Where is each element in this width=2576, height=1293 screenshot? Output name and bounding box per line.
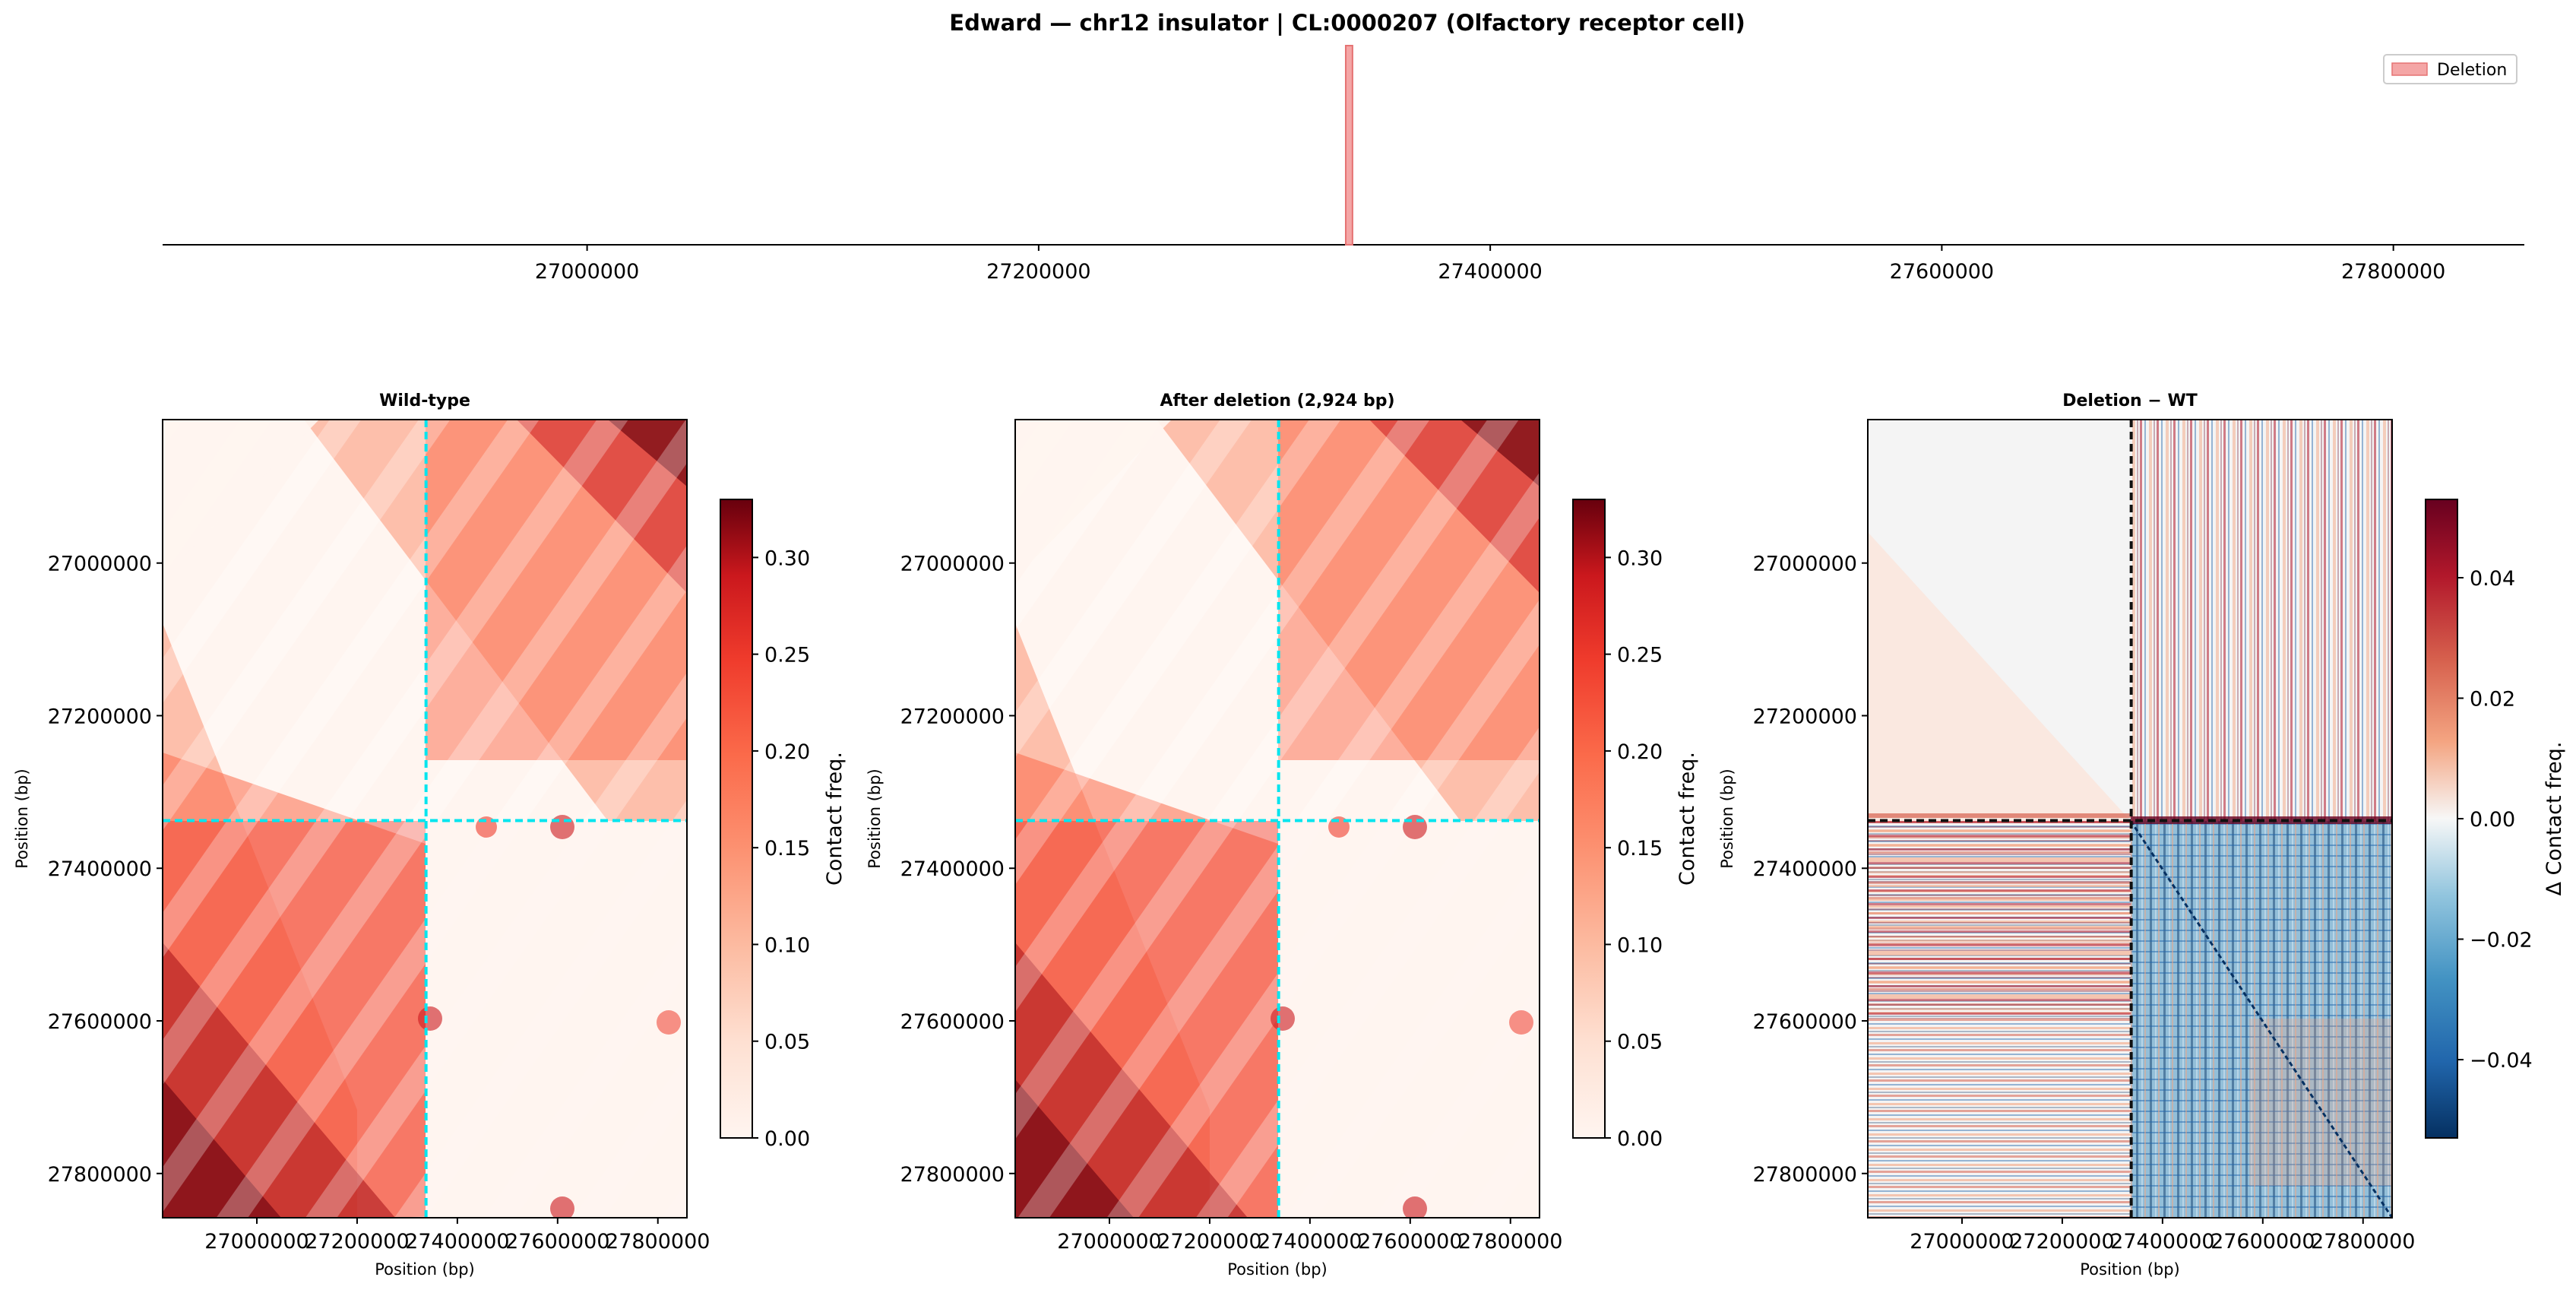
x-tick-label: 27400000 <box>2110 1230 2214 1253</box>
colorbar-tick-label: 0.10 <box>764 933 810 957</box>
x-axis-label: Position (bp) <box>375 1260 475 1279</box>
colorbar-tick-label: 0.20 <box>1617 740 1663 764</box>
colorbar-ticks: 0.00 0.05 0.10 0.15 0.20 0.25 0.30 <box>1605 547 1663 1151</box>
y-tick-label: 27600000 <box>900 1010 1005 1034</box>
figure-title: Edward — chr12 insulator | CL:0000207 (O… <box>949 10 1745 36</box>
track-x-ticks: 27000000 27200000 27400000 27600000 27800000 <box>535 245 2445 284</box>
x-tick-label: 27800000 <box>2311 1230 2415 1253</box>
track-x-tick-label: 27600000 <box>1890 260 1994 284</box>
x-tick-label: 27800000 <box>1458 1230 1562 1253</box>
colorbar-tick-label: 0.00 <box>2470 808 2515 832</box>
colorbar-tick-label: 0.05 <box>1617 1031 1663 1054</box>
track-x-tick-label: 27000000 <box>535 260 639 284</box>
heatmap-panel-difference: Deletion − WT 27000000270000002720000027… <box>1718 391 2566 1279</box>
colorbar-tick-label: 0.04 <box>2470 567 2515 591</box>
colorbar-label: Δ Contact freq. <box>2543 741 2566 895</box>
track-x-tick-label: 27400000 <box>1438 260 1542 284</box>
y-tick-label: 27400000 <box>48 857 152 881</box>
colorbar-tick-label: 0.00 <box>1617 1127 1663 1151</box>
y-tick-label: 27800000 <box>1753 1163 1857 1187</box>
colorbar <box>720 499 753 1139</box>
x-tick-label: 27000000 <box>204 1230 309 1253</box>
colorbar <box>2425 499 2458 1139</box>
heatmap-image <box>1868 420 2392 1218</box>
heatmap-axis-ticks: 2700000027000000272000002720000027400000… <box>48 553 710 1253</box>
y-tick-label: 27000000 <box>1753 553 1857 576</box>
legend-frame <box>2383 54 2517 84</box>
colorbar-ticks: 0.00 0.05 0.10 0.15 0.20 0.25 0.30 <box>752 547 810 1151</box>
heatmap-frame <box>1014 419 1540 1219</box>
x-tick-label: 27200000 <box>1157 1230 1261 1253</box>
x-tick-label: 27800000 <box>606 1230 710 1253</box>
heatmap-axis-ticks: 2700000027000000272000002720000027400000… <box>900 553 1563 1253</box>
panel-title: Wild-type <box>379 391 470 410</box>
colorbar-tick-label: 0.25 <box>1617 644 1663 667</box>
heatmap-frame <box>1867 419 2393 1219</box>
panel-title: Deletion − WT <box>2062 391 2198 410</box>
deletion-bar <box>1344 45 1353 246</box>
x-axis-label: Position (bp) <box>2080 1260 2180 1279</box>
y-tick-label: 27600000 <box>48 1010 152 1034</box>
x-tick-label: 27200000 <box>305 1230 409 1253</box>
x-axis-label: Position (bp) <box>1227 1260 1328 1279</box>
y-tick-label: 27000000 <box>48 553 152 576</box>
x-tick-label: 27000000 <box>1910 1230 2014 1253</box>
y-tick-label: 27400000 <box>900 857 1005 881</box>
y-axis-label: Position (bp) <box>1718 769 1736 869</box>
track-panel: 27000000 27200000 27400000 27600000 27800000… <box>163 45 2524 284</box>
x-tick-label: 27600000 <box>2210 1230 2315 1253</box>
colorbar-label: Contact freq. <box>823 752 847 886</box>
colorbar-tick-label: 0.30 <box>1617 547 1663 570</box>
colorbar-tick-label: 0.02 <box>2470 688 2515 711</box>
heatmap-image <box>1015 420 1540 1218</box>
y-tick-label: 27400000 <box>1753 857 1857 881</box>
legend-label: Deletion <box>2437 61 2507 80</box>
legend-swatch <box>2391 62 2428 76</box>
panel-title: After deletion (2,924 bp) <box>1160 391 1394 410</box>
y-tick-label: 27200000 <box>900 705 1005 728</box>
y-tick-label: 27800000 <box>48 1163 152 1187</box>
colorbar-ticks: −0.04 −0.02 0.00 0.02 0.04 <box>2457 567 2533 1073</box>
y-tick-label: 27200000 <box>1753 705 1857 728</box>
colorbar-tick-label: 0.25 <box>764 644 810 667</box>
y-tick-label: 27800000 <box>900 1163 1005 1187</box>
x-tick-label: 27200000 <box>2010 1230 2114 1253</box>
colorbar-tick-label: 0.30 <box>764 547 810 570</box>
x-tick-label: 27400000 <box>405 1230 509 1253</box>
heatmap-axis-ticks: 2700000027000000272000002720000027400000… <box>1753 553 2416 1253</box>
track-x-tick-label: 27200000 <box>986 260 1090 284</box>
y-axis-label: Position (bp) <box>13 769 31 869</box>
colorbar-tick-label: 0.15 <box>1617 837 1663 860</box>
y-axis-label: Position (bp) <box>866 769 884 869</box>
colorbar-tick-label: 0.20 <box>764 740 810 764</box>
heatmap-panel-deletion: After deletion (2,924 bp) 27000000 270000… <box>866 391 1699 1279</box>
colorbar-tick-label: 0.15 <box>764 837 810 860</box>
x-tick-label: 27600000 <box>505 1230 609 1253</box>
y-tick-label: 27200000 <box>48 705 152 728</box>
colorbar-tick-label: −0.02 <box>2470 928 2533 952</box>
track-x-tick-label: 27800000 <box>2341 260 2445 284</box>
x-tick-label: 27600000 <box>1358 1230 1462 1253</box>
colorbar-label: Contact freq. <box>1676 752 1699 886</box>
x-tick-label: 27000000 <box>1057 1230 1161 1253</box>
y-tick-label: 27000000 <box>900 553 1005 576</box>
colorbar-tick-label: −0.04 <box>2470 1049 2533 1073</box>
y-tick-label: 27600000 <box>1753 1010 1857 1034</box>
track-legend: Deletion <box>2383 54 2517 84</box>
heatmap-frame <box>162 419 688 1219</box>
colorbar-tick-label: 0.10 <box>1617 933 1663 957</box>
colorbar-tick-label: 0.00 <box>764 1127 810 1151</box>
colorbar <box>1572 499 1606 1139</box>
x-tick-label: 27400000 <box>1258 1230 1362 1253</box>
colorbar-tick-label: 0.05 <box>764 1031 810 1054</box>
heatmap-image <box>163 420 687 1218</box>
